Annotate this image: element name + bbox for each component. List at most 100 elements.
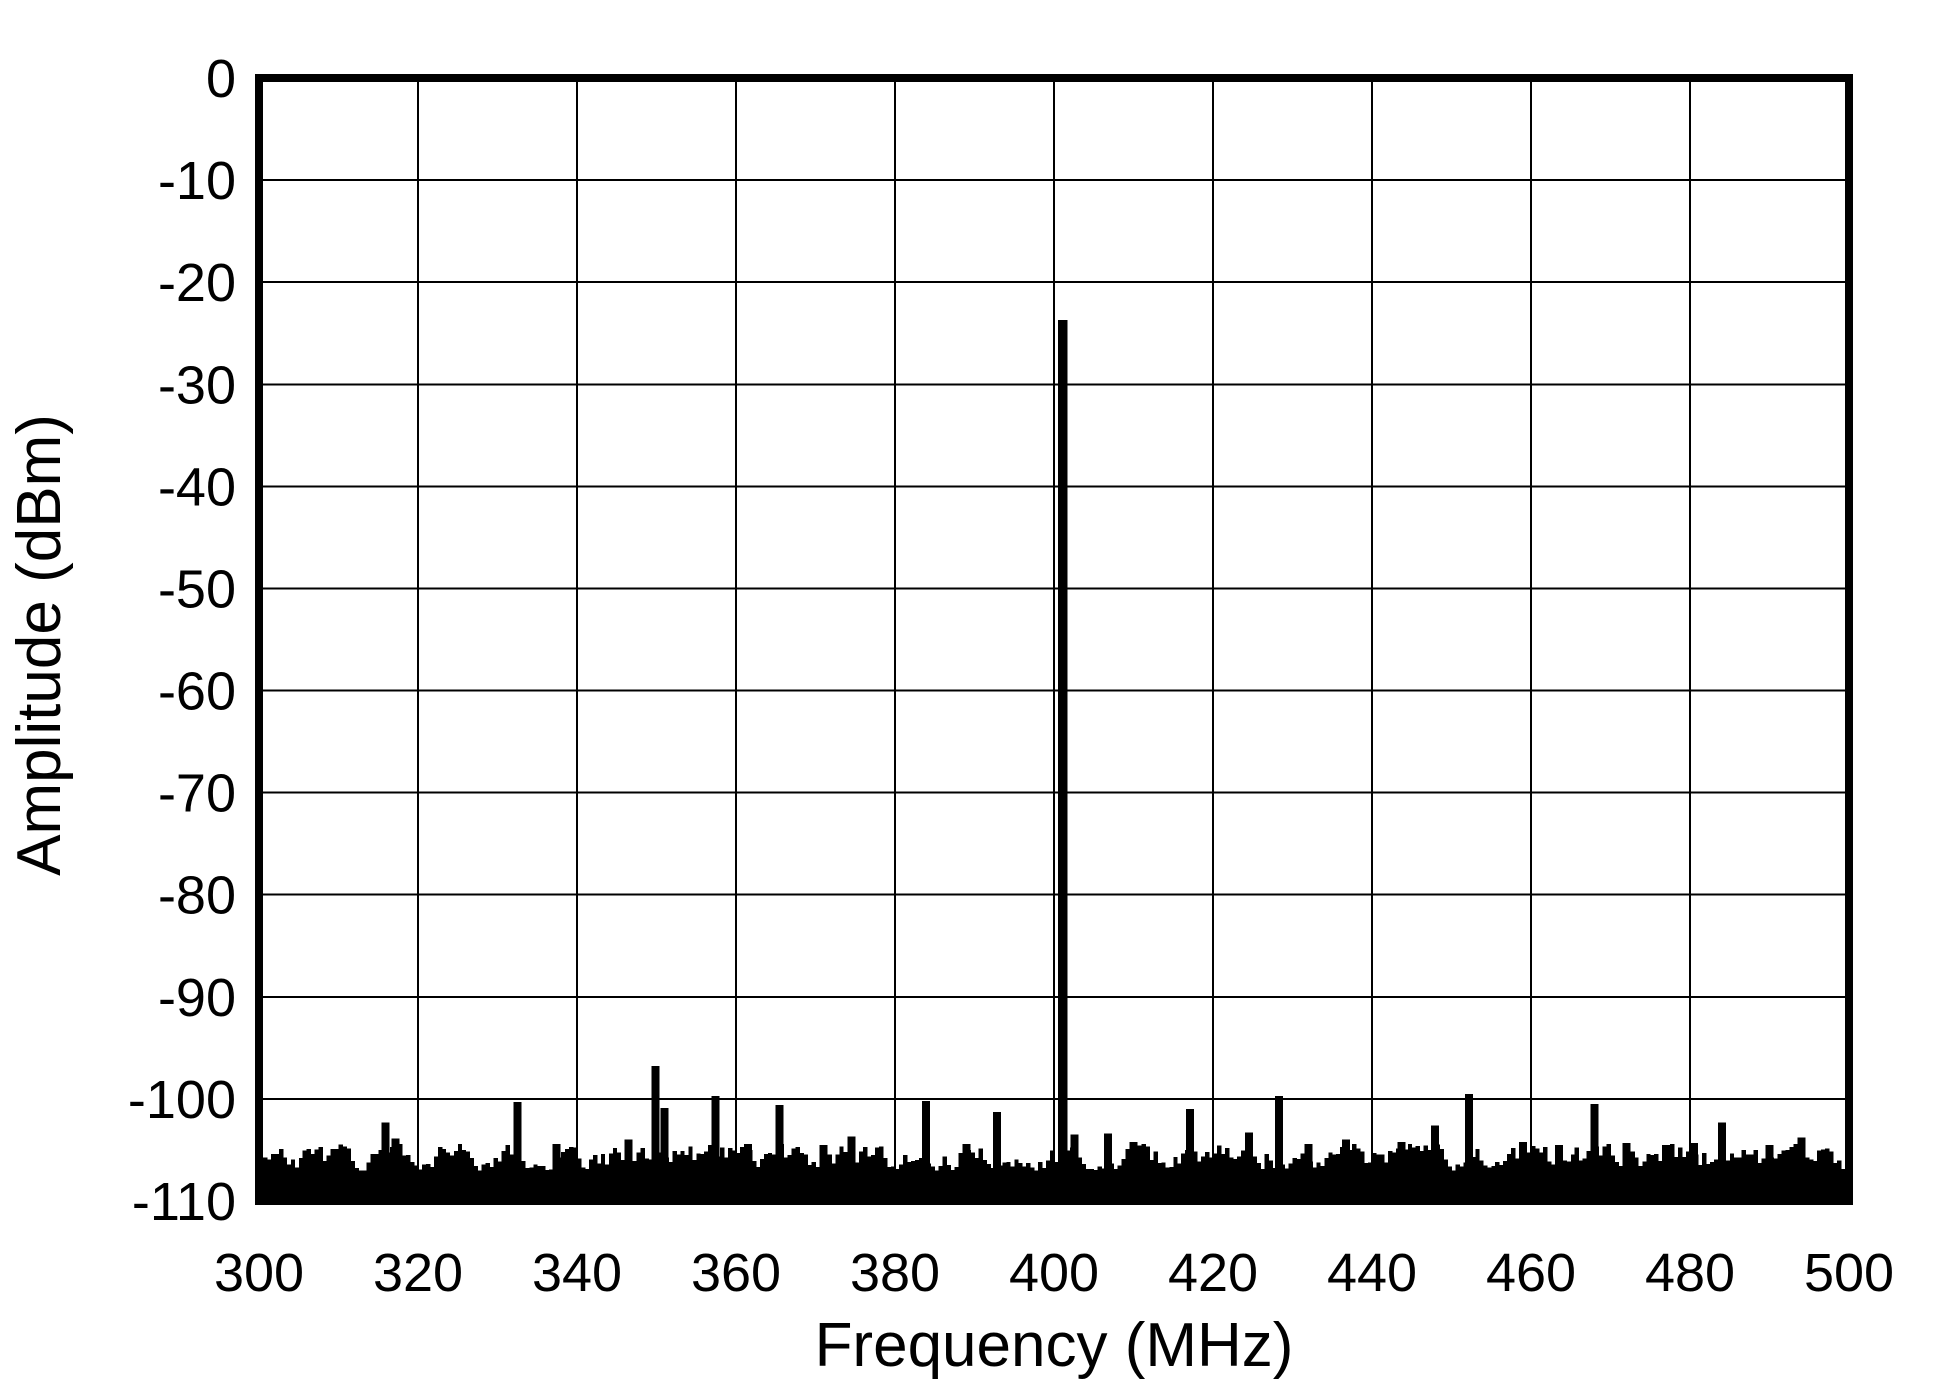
noise-bar xyxy=(1050,1150,1055,1201)
noise-bar xyxy=(1821,1149,1826,1201)
noise-bar xyxy=(934,1170,940,1201)
noise-bar xyxy=(533,1164,538,1201)
noise-bar xyxy=(1503,1161,1508,1201)
noise-bar xyxy=(930,1166,936,1201)
noise-bar xyxy=(692,1160,697,1201)
noise-bar xyxy=(1360,1151,1365,1201)
noise-bar xyxy=(310,1153,316,1201)
noise-bar xyxy=(1682,1156,1687,1201)
spur-bar xyxy=(1519,1141,1528,1201)
noise-bar xyxy=(1006,1161,1011,1201)
noise-bar xyxy=(1149,1160,1154,1201)
noise-bar xyxy=(1495,1161,1500,1201)
noise-bar xyxy=(1336,1153,1341,1201)
spur-bar xyxy=(962,1143,971,1201)
noise-bar xyxy=(489,1166,494,1201)
noise-bar xyxy=(1487,1167,1492,1201)
noise-bar xyxy=(1499,1164,1504,1201)
noise-bar xyxy=(529,1167,534,1201)
noise-bar xyxy=(1793,1143,1798,1201)
noise-bar xyxy=(783,1157,789,1201)
noise-bar xyxy=(588,1159,594,1201)
noise-bar xyxy=(1749,1154,1754,1201)
y-tick-label: -10 xyxy=(158,151,236,211)
spur-bar xyxy=(819,1144,828,1201)
y-tick-label: -20 xyxy=(158,253,236,313)
noise-bar xyxy=(728,1148,733,1201)
noise-bar xyxy=(358,1170,363,1201)
spur-bar xyxy=(1430,1125,1439,1201)
noise-bar xyxy=(891,1166,896,1201)
noise-bar xyxy=(867,1156,872,1201)
noise-bar xyxy=(306,1149,312,1201)
noise-bar xyxy=(771,1154,777,1201)
noise-trace xyxy=(259,1143,1850,1201)
noise-bar xyxy=(1670,1143,1675,1201)
x-tick-label: 380 xyxy=(850,1243,940,1303)
noise-bar xyxy=(1097,1166,1103,1201)
noise-bar xyxy=(1383,1162,1389,1201)
y-tick-label: -70 xyxy=(158,764,236,824)
noise-bar xyxy=(1709,1162,1715,1201)
noise-bar xyxy=(1161,1162,1166,1201)
spur-bar xyxy=(1244,1132,1253,1201)
y-axis-title: Amplitude (dBm) xyxy=(5,414,74,876)
noise-bar xyxy=(811,1161,816,1201)
x-axis-title: Frequency (MHz) xyxy=(815,1311,1294,1380)
noise-bar xyxy=(1805,1157,1810,1201)
noise-bar xyxy=(688,1146,693,1201)
noise-bar xyxy=(374,1154,379,1201)
noise-bar xyxy=(477,1170,482,1201)
noise-bar xyxy=(1216,1145,1222,1201)
noise-bar xyxy=(863,1146,868,1201)
noise-bar xyxy=(406,1154,411,1201)
noise-bar xyxy=(1316,1162,1321,1201)
carrier-peak xyxy=(1057,319,1068,1201)
noise-bar xyxy=(1372,1152,1377,1201)
noise-bar xyxy=(1026,1163,1031,1201)
y-tick-label: -80 xyxy=(158,866,236,926)
noise-bar xyxy=(1483,1165,1488,1201)
noise-bar xyxy=(1606,1143,1611,1201)
noise-bar xyxy=(791,1148,797,1201)
noise-bar xyxy=(1586,1150,1592,1201)
noise-bar xyxy=(795,1146,800,1201)
spur-bars xyxy=(381,1066,1806,1201)
noise-bar xyxy=(1364,1163,1369,1201)
noise-bar xyxy=(1614,1162,1619,1201)
main-peak-bar xyxy=(1057,319,1068,1201)
noise-bar xyxy=(1213,1153,1218,1201)
x-tick-labels: 300 320 340 360 380 400 420 440 460 480 500 xyxy=(214,1243,1894,1303)
noise-bar xyxy=(990,1167,995,1201)
noise-bar xyxy=(1328,1152,1333,1201)
noise-bar xyxy=(1582,1158,1588,1201)
noise-bar xyxy=(1550,1164,1556,1201)
spur-bar xyxy=(1797,1137,1806,1201)
noise-bar xyxy=(278,1149,284,1201)
x-tick-label: 480 xyxy=(1645,1243,1735,1303)
noise-bar xyxy=(803,1154,808,1201)
noise-bar xyxy=(1312,1167,1317,1201)
noise-bar xyxy=(871,1154,876,1201)
noise-bar xyxy=(1292,1157,1297,1201)
noise-bar xyxy=(469,1158,475,1201)
noise-bar xyxy=(1121,1158,1126,1201)
noise-bar xyxy=(883,1158,888,1201)
noise-bar xyxy=(1686,1151,1691,1201)
spur-bar xyxy=(1397,1141,1406,1201)
noise-bar xyxy=(807,1165,812,1201)
noise-bar xyxy=(1439,1149,1444,1201)
noise-bar xyxy=(1789,1147,1794,1201)
noise-bar xyxy=(1491,1165,1496,1201)
noise-bar xyxy=(720,1147,725,1201)
noise-bar xyxy=(1268,1160,1274,1201)
y-tick-label: 0 xyxy=(206,49,236,109)
noise-bar xyxy=(378,1150,383,1201)
noise-bar xyxy=(1085,1168,1091,1201)
spur-bar xyxy=(1274,1095,1283,1201)
noise-bar xyxy=(708,1145,713,1201)
noise-bar xyxy=(457,1143,463,1201)
noise-bar xyxy=(1825,1148,1830,1201)
noise-bar xyxy=(1634,1157,1639,1201)
noise-bar xyxy=(398,1143,403,1201)
